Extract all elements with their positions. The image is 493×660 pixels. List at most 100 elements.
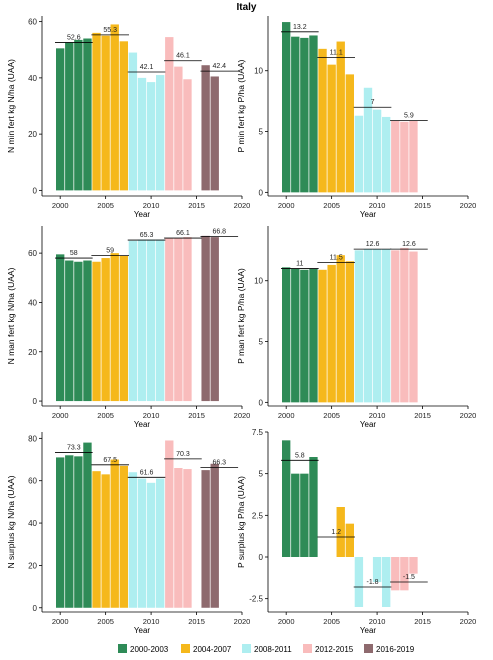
legend-label-2000-2003: 2000-2003	[130, 645, 169, 654]
bar-2000	[282, 22, 291, 193]
mean-label-2004-2007: 59	[106, 248, 114, 255]
y-tick-label: -2.5	[249, 595, 263, 604]
mean-label-2008-2011: 12.6	[366, 241, 380, 248]
bar-2006	[336, 507, 345, 557]
panel-5: 0 20 40 60 80 2000 2005 2010 2015 2020 Year N surpl…	[6, 432, 250, 635]
mean-label-2012-2015: 46.1	[176, 53, 190, 60]
bar-2006	[110, 253, 119, 402]
bar-2002	[74, 456, 83, 608]
legend-swatch-2012-2015	[303, 644, 312, 653]
bar-2011	[382, 116, 391, 193]
bar-2010	[146, 482, 156, 608]
y-axis-label: P surplus kg P/ha (UAA)	[236, 476, 246, 568]
panel-6: -2.5 0 2.5 5 7.5 2000 2005 2010 2015 2020 Year P su…	[236, 428, 476, 635]
y-tick-label: 40	[28, 74, 37, 83]
bar-2004	[318, 269, 327, 403]
mean-label-2016-2019: 66.3	[212, 459, 226, 466]
x-tick-label: 2005	[97, 411, 114, 420]
bar-2005	[327, 264, 336, 403]
bar-2003	[309, 35, 318, 193]
bar-2014	[183, 237, 192, 402]
y-tick-label: 10	[254, 277, 263, 286]
y-tick-label: 60	[28, 18, 37, 27]
bar-2006	[110, 459, 119, 608]
bar-2010	[372, 109, 382, 193]
y-tick-label: 80	[28, 434, 37, 443]
bar-2012	[165, 238, 174, 402]
bar-2011	[382, 557, 391, 607]
bar-2012	[391, 250, 400, 403]
bar-2000	[56, 254, 65, 402]
mean-label-2000-2003: 58	[70, 250, 78, 257]
bar-2013	[400, 247, 409, 403]
mean-label-2008-2011: 7	[371, 99, 375, 106]
x-axis-label: Year	[360, 420, 377, 429]
bar-2005	[101, 35, 110, 191]
bar-2007	[119, 465, 128, 608]
bar-2005	[101, 474, 110, 608]
bar-2017	[210, 76, 219, 191]
y-tick-label: 5	[259, 338, 264, 347]
mean-label-2008-2011: 65.3	[140, 232, 154, 239]
bar-2003	[83, 442, 92, 608]
mean-label-2000-2003: 11	[296, 261, 303, 268]
bar-2001	[65, 42, 74, 191]
y-tick-label: 2.5	[252, 511, 264, 520]
bar-2006	[110, 24, 119, 191]
x-axis-label: Year	[360, 626, 377, 635]
y-tick-label: 20	[28, 130, 37, 139]
bar-2013	[400, 121, 409, 193]
mean-label-2012-2015: 12.6	[402, 241, 416, 248]
bar-2000	[56, 48, 65, 191]
y-tick-label: 5	[259, 470, 264, 479]
legend-label-2004-2007: 2004-2007	[193, 645, 232, 654]
y-axis-label: N man fert kg N/ha (UAA)	[6, 267, 16, 364]
bar-2004	[92, 32, 101, 191]
x-tick-label: 2005	[323, 201, 340, 210]
bar-2001	[65, 260, 74, 402]
bar-2001	[65, 455, 74, 608]
x-axis-label: Year	[134, 420, 151, 429]
bar-2007	[345, 74, 354, 193]
y-tick-label: 5	[259, 128, 264, 137]
bar-2008	[128, 52, 138, 191]
bar-2006	[336, 255, 345, 403]
bar-2017	[210, 463, 219, 608]
x-axis-label: Year	[360, 210, 377, 219]
x-axis-label: Year	[134, 210, 151, 219]
x-tick-label: 2010	[143, 201, 160, 210]
bar-2009	[363, 249, 373, 403]
x-tick-label: 2015	[414, 617, 431, 626]
y-axis-label: P min fert kg P/ha (UAA)	[236, 59, 246, 152]
mean-label-2012-2015: 70.3	[176, 451, 190, 458]
bar-2010	[146, 82, 156, 191]
y-tick-label: 20	[28, 348, 37, 357]
bar-2014	[409, 557, 418, 574]
y-tick-label: 0	[259, 553, 264, 562]
bar-2001	[291, 473, 300, 557]
y-axis-label: P man fert kg P/ha (UAA)	[236, 268, 246, 364]
bar-2006	[336, 41, 345, 193]
legend-swatch-2016-2019	[364, 644, 373, 653]
x-tick-label: 2000	[278, 617, 295, 626]
y-tick-label: 7.5	[252, 428, 264, 437]
y-tick-label: 60	[28, 249, 37, 258]
bar-2009	[137, 77, 147, 191]
y-tick-label: 40	[28, 519, 37, 528]
bar-2012	[165, 440, 174, 608]
bar-2009	[137, 478, 147, 608]
x-tick-label: 2005	[97, 617, 114, 626]
bar-2012	[391, 557, 400, 591]
bar-2002	[300, 473, 309, 557]
x-tick-label: 2010	[369, 411, 386, 420]
bar-2011	[156, 478, 165, 608]
bar-2010	[146, 239, 156, 402]
bar-2008	[354, 557, 364, 607]
bar-2002	[300, 269, 309, 403]
bar-2004	[92, 261, 101, 402]
x-tick-label: 2005	[97, 201, 114, 210]
x-tick-label: 2000	[52, 201, 69, 210]
mean-label-2004-2007: 55.3	[103, 27, 117, 34]
mean-label-2004-2007: 11.1	[330, 49, 343, 56]
